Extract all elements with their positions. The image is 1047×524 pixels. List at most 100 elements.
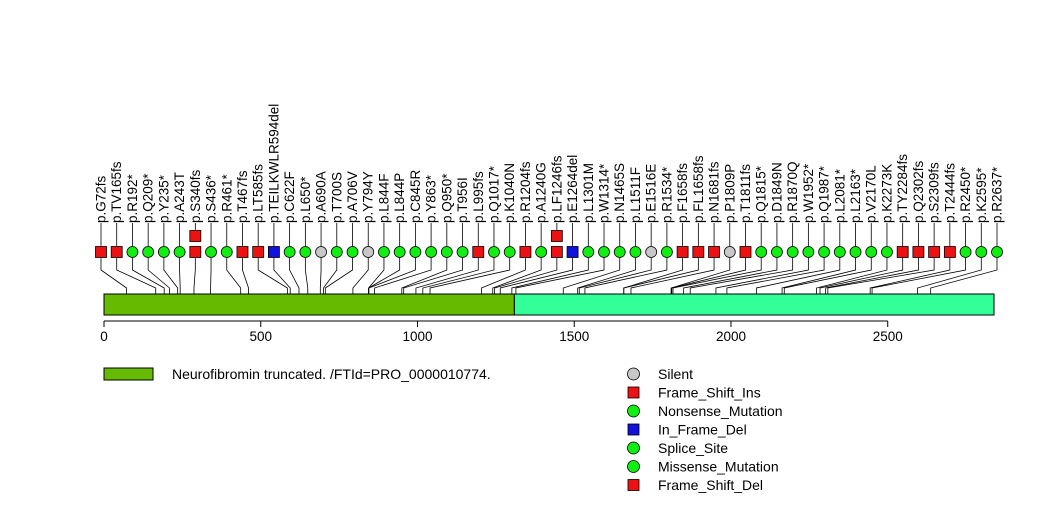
mutation-label-9: p.T467fs: [235, 170, 250, 223]
mutation-marker-18: [378, 246, 390, 258]
mutation-label-45: p.W1952*: [801, 163, 816, 223]
mutation-marker-1: [110, 246, 123, 258]
mutation-label-44: p.R1870Q: [785, 161, 800, 223]
mutation-label-27: p.R1204fs: [518, 161, 533, 223]
axis-tick-label-5: 2500: [873, 329, 903, 344]
legend-label-2: Nonsense_Mutation: [658, 403, 783, 419]
mutation-marker-48: [849, 246, 862, 258]
mutation-marker-37: [676, 246, 689, 258]
legend-swatch-0: [627, 367, 640, 381]
mutation-marker-43: [771, 246, 783, 258]
mutation-marker-56: [975, 246, 988, 258]
mutation-marker-45: [802, 246, 815, 258]
mutation-label-39: p.N1681fs: [707, 161, 722, 223]
mutation-label-16: p.A706V: [345, 171, 360, 223]
mutation-label-28: p.A1240G: [534, 162, 549, 223]
mutation-label-8: p.R461*: [219, 173, 234, 223]
mutation-marker-33: [613, 246, 626, 258]
mutation-label-4: p.Y235*: [156, 174, 171, 223]
mutation-label-23: p.T956I: [455, 177, 470, 223]
mutation-marker-21: [425, 246, 438, 258]
mutation-label-46: p.Q1987*: [817, 165, 832, 223]
mutation-label-31: p.L1301M: [581, 163, 596, 223]
mutation-marker-53: [928, 246, 941, 258]
mutation-label-40: p.P1809P: [722, 164, 737, 223]
mutation-marker-49: [865, 246, 878, 258]
mutation-marker-8: [220, 246, 233, 258]
legend-swatch-3: [627, 423, 640, 436]
legend-label-0: Silent: [658, 366, 693, 382]
mutation-marker-22: [440, 246, 453, 258]
mutation-label-48: p.L2163*: [848, 168, 863, 223]
mutation-marker-36: [660, 246, 673, 258]
mutation-label-54: p.T2444fs: [942, 163, 957, 223]
mutation-marker-10: [252, 246, 265, 258]
mutation-label-13: p.L650*: [298, 176, 313, 223]
mutation-label-53: p.S2309fs: [927, 162, 942, 223]
mutation-marker-32: [598, 246, 610, 258]
mutation-marker-17: [362, 246, 375, 258]
mutation-label-6: p.S340fs: [188, 169, 203, 223]
mutation-label-52: p.Q2302fs: [911, 160, 926, 223]
mutation-label-33: p.N1465S: [612, 163, 627, 223]
mutation-marker-5: [173, 246, 186, 258]
legend-swatch-5: [627, 460, 640, 473]
mutation-label-29: p.LF1246fs: [549, 155, 564, 223]
mutation-label-15: p.T700S: [329, 172, 344, 223]
mutation-label-57: p.R2637*: [990, 166, 1005, 223]
mutation-marker-26: [503, 246, 516, 258]
mutation-label-35: p.E1516E: [644, 164, 659, 223]
mutation-marker-6-1: [189, 230, 202, 242]
protein-track: [103, 293, 995, 316]
mutation-label-56: p.K2595*: [974, 167, 989, 223]
mutation-marker-24: [472, 246, 485, 258]
mutation-marker-41: [739, 246, 752, 258]
mutation-marker-13: [299, 246, 312, 258]
mutation-marker-12: [283, 246, 296, 258]
mutation-marker-6: [189, 246, 202, 258]
mutation-marker-27: [519, 246, 532, 258]
mutation-marker-7: [205, 246, 217, 258]
mutation-marker-40: [723, 246, 736, 258]
mutation-label-55: p.R2450*: [958, 166, 973, 223]
mutation-label-3: p.Q209*: [141, 173, 156, 223]
mutation-label-42: p.Q1815*: [754, 165, 769, 223]
legend-label-4: Splice_Site: [658, 440, 728, 456]
mutation-marker-46: [818, 246, 830, 258]
mutation-label-30: p.E1264del: [565, 155, 580, 223]
position-axis: 0 500 1000 1500 2000 2500: [100, 320, 903, 344]
mutation-label-0: p.G72fs: [94, 175, 109, 223]
mutation-marker-28: [535, 246, 548, 258]
mutation-label-26: p.K1040N: [502, 163, 517, 223]
mutation-label-34: p.L1511F: [628, 167, 643, 223]
mutation-marker-23: [456, 246, 469, 258]
mutation-label-51: p.TY2284fs: [895, 154, 910, 223]
mutation-marker-50: [881, 246, 893, 258]
mutation-marker-4: [157, 246, 170, 258]
mutation-label-24: p.L995fs: [471, 171, 486, 223]
mutation-marker-51: [896, 246, 909, 258]
mutation-label-21: p.Y863*: [424, 174, 439, 223]
mutation-label-25: p.Q1017*: [486, 165, 501, 223]
mutation-label-38: p.FL1658fs: [691, 155, 706, 223]
mutation-marker-38: [692, 246, 705, 258]
axis-tick-label-3: 1500: [559, 329, 589, 344]
mutation-label-14: p.A690A: [314, 171, 329, 223]
legend-label-1: Frame_Shift_Ins: [658, 385, 761, 401]
domain-bar-1: [513, 293, 995, 316]
mutation-marker-52: [912, 246, 925, 258]
mutation-marker-2: [126, 246, 139, 258]
axis-tick-label-1: 500: [249, 329, 272, 344]
mutation-label-49: p.V2170L: [864, 165, 879, 223]
mutation-label-20: p.C845R: [408, 169, 423, 223]
mutation-label-18: p.L844F: [376, 173, 391, 223]
domain-legend-swatch: [103, 367, 154, 381]
mutation-label-19: p.L844P: [392, 173, 407, 223]
mutation-label-5: p.A243T: [172, 172, 187, 223]
mutation-marker-9: [236, 246, 249, 258]
mutation-labels: p.G72fs p.TV165fs p.R192* p.Q209* p.Y235* p.A…: [94, 104, 1005, 223]
mutation-marker-25: [488, 246, 500, 258]
mutation-marker-31: [582, 246, 595, 258]
mutation-label-43: p.D1849N: [769, 162, 784, 223]
mutation-label-7: p.S436*: [204, 174, 219, 223]
